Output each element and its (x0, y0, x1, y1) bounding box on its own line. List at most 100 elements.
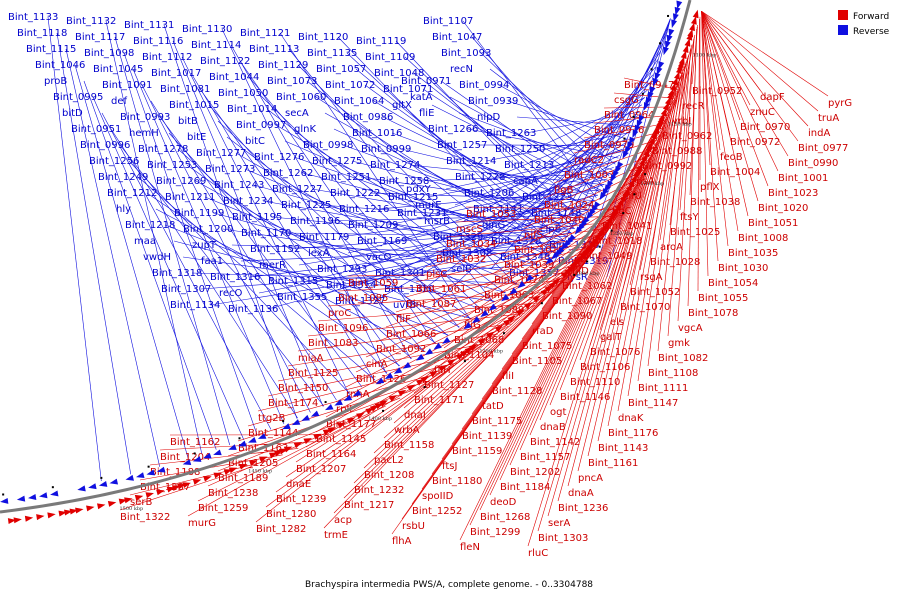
reverse-gene-label[interactable]: Bint_1116 (133, 36, 183, 47)
reverse-gene-label[interactable]: Bint_1047 (432, 32, 482, 43)
forward-gene-label[interactable]: dnaB (540, 422, 566, 433)
reverse-gene-label[interactable]: Bint_1301 (375, 268, 425, 279)
forward-gene-label[interactable]: Bint_1035 (728, 248, 778, 259)
reverse-gene-label[interactable]: katA (410, 92, 433, 103)
forward-gene-label[interactable]: Bint_1085 (338, 293, 388, 304)
forward-gene-label[interactable]: deoD (490, 497, 517, 508)
forward-gene-label[interactable]: trmE (324, 530, 348, 541)
reverse-gene-label[interactable]: Bint_1275 (312, 156, 362, 167)
forward-gene-label[interactable]: Bint_1180 (432, 476, 482, 487)
reverse-gene-label[interactable]: Bint_1308 (442, 248, 492, 259)
reverse-gene-label[interactable]: Bint_1016 (352, 128, 402, 139)
reverse-gene-label[interactable]: Bint_1231 (397, 208, 447, 219)
forward-gene-label[interactable]: ttg2B (258, 413, 286, 424)
reverse-gene-label[interactable]: Bint_1214 (446, 156, 496, 167)
forward-gene-label[interactable]: Bint_1144 (248, 428, 298, 439)
forward-gene-label[interactable]: ftsY (680, 212, 699, 223)
reverse-gene-label[interactable]: Bint_0939 (468, 96, 518, 107)
reverse-gene-label[interactable]: Bint_1129 (258, 60, 308, 71)
forward-gene-label[interactable]: Bint_1204 (160, 452, 210, 463)
forward-gene-label[interactable]: Bint_1040 (534, 215, 584, 226)
reverse-gene-label[interactable]: nlpD (477, 112, 500, 123)
forward-gene-label[interactable]: Bint_1157 (520, 452, 570, 463)
reverse-gene-label[interactable]: Bint_1109 (365, 52, 415, 63)
reverse-gene-label[interactable]: gltX (392, 100, 412, 111)
reverse-gene-label[interactable]: Bint_1122 (200, 56, 250, 67)
reverse-gene-label[interactable]: Bint_1278 (138, 144, 188, 155)
reverse-gene-label[interactable]: Bint_1234 (223, 196, 273, 207)
reverse-gene-label[interactable]: bitD (62, 108, 83, 119)
forward-gene-label[interactable]: Bint_1208 (364, 470, 414, 481)
forward-gene-label[interactable]: Bint_0977 (798, 143, 848, 154)
reverse-gene-label[interactable]: Bint_1206 (464, 188, 514, 199)
reverse-gene-label[interactable]: def (111, 96, 128, 107)
reverse-gene-label[interactable]: Bint_1263 (486, 128, 536, 139)
forward-gene-label[interactable]: Bint_1111 (638, 383, 688, 394)
reverse-gene-label[interactable]: Bint_0993 (120, 112, 170, 123)
reverse-gene-label[interactable]: Bint_1316 (210, 272, 260, 283)
forward-gene-label[interactable]: serA (548, 518, 570, 529)
forward-gene-label[interactable]: Bint_1202 (510, 467, 560, 478)
reverse-gene-label[interactable]: Bint_1266 (428, 124, 478, 135)
reverse-gene-label[interactable]: Bint_0995 (53, 92, 103, 103)
reverse-gene-label[interactable]: Bint_1015 (169, 100, 219, 111)
forward-gene-label[interactable]: fliF (396, 314, 411, 325)
forward-gene-label[interactable]: Bint_1147 (628, 398, 678, 409)
reverse-gene-label[interactable]: Bint_1228 (455, 172, 505, 183)
forward-gene-label[interactable]: flhA (392, 536, 412, 547)
forward-gene-label[interactable]: pyrG (828, 98, 852, 109)
reverse-gene-label[interactable]: Bint_1093 (441, 48, 491, 59)
forward-gene-label[interactable]: Bint_1030 (718, 263, 768, 274)
forward-gene-label[interactable]: Bint_1128 (492, 386, 542, 397)
forward-gene-label[interactable]: Bint_1175 (472, 416, 522, 427)
forward-gene-label[interactable]: Bint_1238 (208, 488, 258, 499)
forward-gene-label[interactable]: spoIID (422, 491, 454, 502)
forward-gene-label[interactable]: gmk (668, 338, 690, 349)
forward-gene-label[interactable]: Bint_1038 (690, 197, 740, 208)
forward-gene-label[interactable]: pncA (578, 473, 603, 484)
reverse-gene-label[interactable]: Bint_1179 (299, 232, 349, 243)
forward-gene-label[interactable]: Bint_1018 (592, 236, 642, 247)
reverse-gene-label[interactable]: Bint_1199 (174, 208, 224, 219)
reverse-gene-label[interactable]: Bint_1119 (356, 36, 406, 47)
forward-gene-label[interactable]: Bint_1207 (296, 464, 346, 475)
reverse-gene-label[interactable]: Bint_1318 (152, 268, 202, 279)
forward-gene-label[interactable]: Bint_1041 (602, 221, 652, 232)
forward-gene-label[interactable]: aroA (660, 242, 683, 253)
forward-gene-label[interactable]: Bint_1299 (470, 527, 520, 538)
reverse-gene-label[interactable]: selB (451, 264, 472, 275)
forward-gene-label[interactable]: Bint_1055 (698, 293, 748, 304)
reverse-gene-label[interactable]: Bint_1216 (339, 204, 389, 215)
forward-gene-label[interactable]: Bint_0979 (584, 140, 634, 151)
reverse-gene-label[interactable]: Bint_1132 (66, 16, 116, 27)
forward-gene-label[interactable]: Bint_1184 (500, 482, 550, 493)
forward-gene-label[interactable]: dnaK (618, 413, 644, 424)
forward-gene-label[interactable]: Bint_1142 (530, 437, 580, 448)
reverse-gene-label[interactable]: Bint_1327 (335, 296, 385, 307)
forward-gene-label[interactable]: Bint_1023 (768, 188, 818, 199)
reverse-gene-label[interactable]: hemH (129, 128, 159, 139)
forward-gene-label[interactable]: Bint_1032 (436, 254, 486, 265)
reverse-gene-label[interactable]: Bint_1072 (325, 80, 375, 91)
forward-gene-label[interactable]: Bint_1237 (140, 482, 190, 493)
reverse-gene-label[interactable]: Bint_0996 (80, 140, 130, 151)
forward-gene-label[interactable]: els (610, 317, 624, 328)
forward-gene-label[interactable]: Bint_1096 (318, 323, 368, 334)
reverse-gene-label[interactable]: Bint_1050 (218, 88, 268, 99)
forward-gene-label[interactable]: pflX (700, 182, 720, 193)
forward-gene-label[interactable]: fleN (460, 542, 480, 553)
reverse-gene-label[interactable]: Bint_1081 (160, 84, 210, 95)
reverse-gene-label[interactable]: Bint_1112 (142, 52, 192, 63)
forward-gene-label[interactable]: Bint_1161 (588, 458, 638, 469)
reverse-gene-label[interactable]: Bint_1251 (321, 172, 371, 183)
forward-gene-label[interactable]: Bint_1034 (446, 239, 496, 250)
reverse-gene-label[interactable]: Bint_1273 (205, 164, 255, 175)
forward-gene-label[interactable]: Bint_1092 (376, 344, 426, 355)
reverse-gene-label[interactable]: recN (450, 64, 473, 75)
forward-gene-label[interactable]: Bint_1078 (688, 308, 738, 319)
reverse-gene-label[interactable]: Bint_1348 (500, 252, 550, 263)
forward-gene-label[interactable]: Bint_0988 (652, 146, 702, 157)
reverse-gene-label[interactable]: maa (134, 236, 156, 247)
reverse-gene-label[interactable]: Bint_1215 (388, 192, 438, 203)
reverse-gene-label[interactable]: Bint_1091 (102, 80, 152, 91)
